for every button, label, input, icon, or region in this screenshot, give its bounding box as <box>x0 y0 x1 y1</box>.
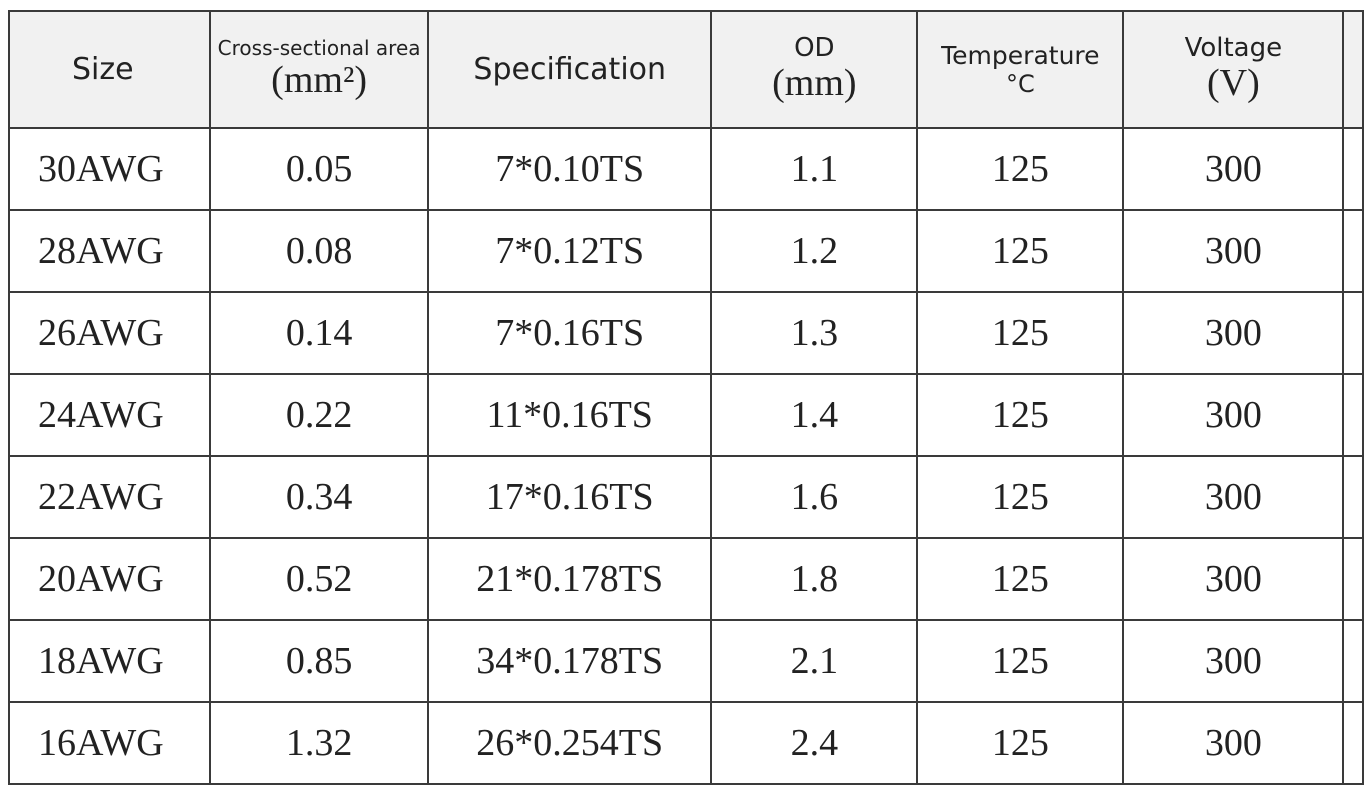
cell-area: 0.34 <box>209 455 430 539</box>
table-row: 22AWG 0.34 17*0.16TS 1.6 125 300 <box>7 455 1364 539</box>
cell-od: 1.6 <box>710 455 919 539</box>
cell-size: 20AWG <box>7 537 212 621</box>
header-size: Size <box>7 10 212 129</box>
cell-spec: 7*0.16TS <box>427 291 713 375</box>
wire-spec-table-container: Size Cross-sectional area (mm²) Specific… <box>7 10 1364 785</box>
cell-spec: 11*0.16TS <box>427 373 713 457</box>
cell-od: 2.1 <box>710 619 919 703</box>
cell-cut <box>1342 537 1364 621</box>
cell-voltage: 300 <box>1122 455 1345 539</box>
cell-od: 1.4 <box>710 373 919 457</box>
cell-spec: 34*0.178TS <box>427 619 713 703</box>
cell-voltage: 300 <box>1122 291 1345 375</box>
cell-area: 0.22 <box>209 373 430 457</box>
cell-temp: 125 <box>916 373 1125 457</box>
cell-cut <box>1342 127 1364 211</box>
cell-area: 0.52 <box>209 537 430 621</box>
cell-size: 24AWG <box>7 373 212 457</box>
cell-temp: 125 <box>916 619 1125 703</box>
cell-temp: 125 <box>916 209 1125 293</box>
table-row: 28AWG 0.08 7*0.12TS 1.2 125 300 <box>7 209 1364 293</box>
cell-size: 28AWG <box>7 209 212 293</box>
cell-temp: 125 <box>916 455 1125 539</box>
cell-cut <box>1342 619 1364 703</box>
header-voltage-title: Voltage <box>1184 33 1283 64</box>
header-voltage: Voltage (V) <box>1122 10 1345 129</box>
header-temp: Temperature °C <box>916 10 1125 129</box>
cell-cut <box>1342 701 1364 785</box>
cell-size: 16AWG <box>7 701 212 785</box>
cell-spec: 7*0.10TS <box>427 127 713 211</box>
cell-temp: 125 <box>916 127 1125 211</box>
cell-spec: 21*0.178TS <box>427 537 713 621</box>
header-temp-unit: °C <box>1005 70 1035 99</box>
cell-spec: 7*0.12TS <box>427 209 713 293</box>
cell-area: 0.05 <box>209 127 430 211</box>
header-row: Size Cross-sectional area (mm²) Specific… <box>7 10 1364 129</box>
cell-size: 18AWG <box>7 619 212 703</box>
header-cut-column <box>1342 10 1364 129</box>
table-row: 20AWG 0.52 21*0.178TS 1.8 125 300 <box>7 537 1364 621</box>
header-od-unit: (mm) <box>772 61 857 104</box>
header-spec: Specification <box>427 10 713 129</box>
cell-area: 0.08 <box>209 209 430 293</box>
cell-cut <box>1342 209 1364 293</box>
table-row: 26AWG 0.14 7*0.16TS 1.3 125 300 <box>7 291 1364 375</box>
cell-voltage: 300 <box>1122 619 1345 703</box>
cell-size: 22AWG <box>7 455 212 539</box>
header-area: Cross-sectional area (mm²) <box>209 10 430 129</box>
table-row: 24AWG 0.22 11*0.16TS 1.4 125 300 <box>7 373 1364 457</box>
cell-spec: 17*0.16TS <box>427 455 713 539</box>
cell-temp: 125 <box>916 701 1125 785</box>
header-od: OD (mm) <box>710 10 919 129</box>
cell-spec: 26*0.254TS <box>427 701 713 785</box>
cell-voltage: 300 <box>1122 127 1345 211</box>
header-od-title: OD <box>794 33 835 64</box>
cell-od: 1.2 <box>710 209 919 293</box>
cell-voltage: 300 <box>1122 701 1345 785</box>
cell-cut <box>1342 373 1364 457</box>
cell-size: 26AWG <box>7 291 212 375</box>
cell-voltage: 300 <box>1122 209 1345 293</box>
cell-cut <box>1342 455 1364 539</box>
header-temp-title: Temperature <box>941 41 1100 71</box>
header-area-title: Cross-sectional area <box>217 36 421 61</box>
cell-size: 30AWG <box>7 127 212 211</box>
cell-od: 1.3 <box>710 291 919 375</box>
cell-voltage: 300 <box>1122 373 1345 457</box>
table-row: 16AWG 1.32 26*0.254TS 2.4 125 300 <box>7 701 1364 785</box>
cell-od: 1.1 <box>710 127 919 211</box>
wire-spec-table: Size Cross-sectional area (mm²) Specific… <box>7 10 1364 785</box>
cell-area: 0.85 <box>209 619 430 703</box>
cell-od: 1.8 <box>710 537 919 621</box>
cell-cut <box>1342 291 1364 375</box>
cell-voltage: 300 <box>1122 537 1345 621</box>
cell-area: 0.14 <box>209 291 430 375</box>
cell-od: 2.4 <box>710 701 919 785</box>
cell-area: 1.32 <box>209 701 430 785</box>
cell-temp: 125 <box>916 537 1125 621</box>
header-area-unit: (mm²) <box>271 59 367 102</box>
table-row: 30AWG 0.05 7*0.10TS 1.1 125 300 <box>7 127 1364 211</box>
header-voltage-unit: (V) <box>1206 61 1260 104</box>
cell-temp: 125 <box>916 291 1125 375</box>
table-row: 18AWG 0.85 34*0.178TS 2.1 125 300 <box>7 619 1364 703</box>
